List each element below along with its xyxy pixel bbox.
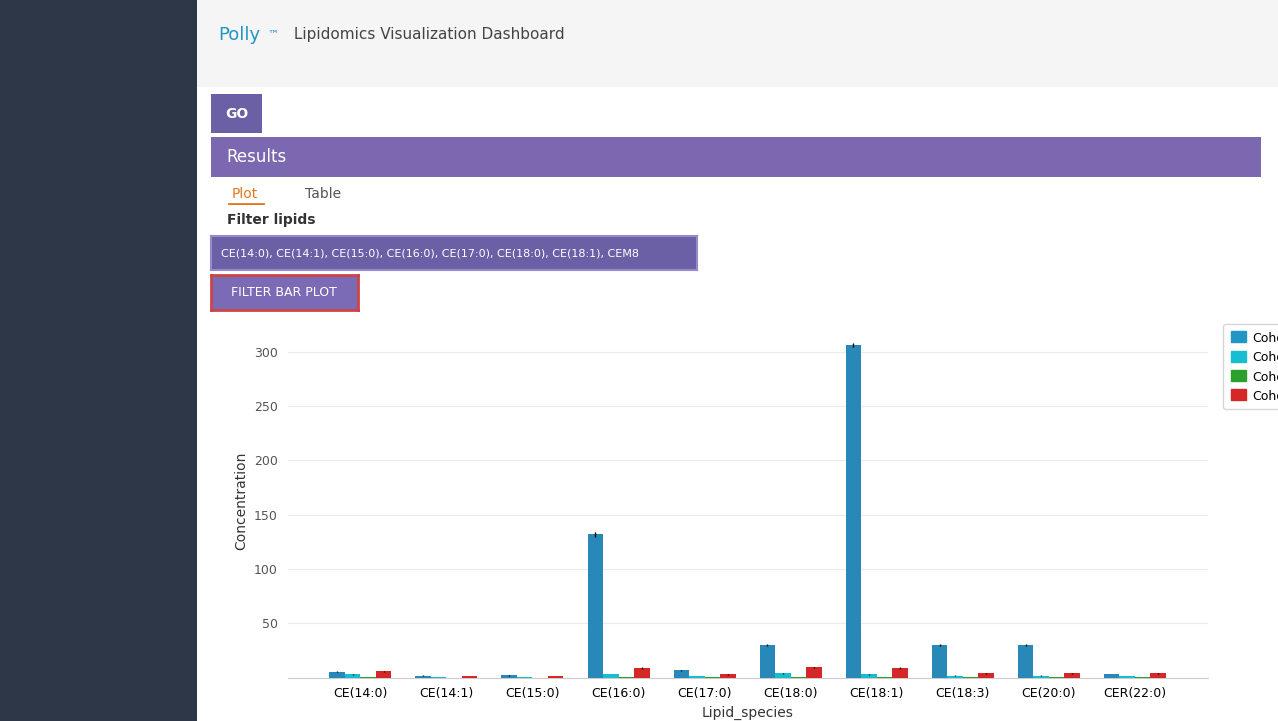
Bar xyxy=(892,668,907,678)
Bar xyxy=(1065,673,1080,678)
Bar xyxy=(846,345,861,678)
Bar xyxy=(634,668,649,678)
Bar xyxy=(947,676,962,678)
Bar xyxy=(776,673,791,678)
Text: Table: Table xyxy=(305,187,341,201)
Bar xyxy=(932,645,947,678)
Bar xyxy=(877,677,892,678)
Bar xyxy=(1104,674,1120,678)
Bar xyxy=(1017,645,1034,678)
Bar xyxy=(689,676,704,678)
Bar xyxy=(720,674,736,678)
Bar xyxy=(415,676,431,678)
Text: Polly: Polly xyxy=(219,26,261,43)
Bar xyxy=(603,674,619,678)
Bar xyxy=(330,672,345,678)
Bar xyxy=(518,677,533,678)
Bar xyxy=(806,668,822,678)
Bar xyxy=(1150,673,1166,678)
Bar xyxy=(978,673,994,678)
Bar xyxy=(345,674,360,678)
X-axis label: Lipid_species: Lipid_species xyxy=(702,706,794,720)
Text: GO: GO xyxy=(225,107,248,120)
Bar xyxy=(1034,676,1049,678)
Bar xyxy=(1120,676,1135,678)
Bar xyxy=(461,676,478,678)
Bar xyxy=(501,676,518,678)
Y-axis label: Concentration: Concentration xyxy=(234,452,248,550)
Legend: Cohort_1, Cohort_2, Cohort_3, Cohort_4: Cohort_1, Cohort_2, Cohort_3, Cohort_4 xyxy=(1223,324,1278,410)
Bar xyxy=(861,674,877,678)
Text: ™: ™ xyxy=(267,30,279,40)
Bar xyxy=(759,645,776,678)
Bar xyxy=(431,677,446,678)
Bar xyxy=(548,676,564,678)
Text: Plot: Plot xyxy=(231,187,258,201)
Bar xyxy=(791,677,806,678)
Bar xyxy=(674,670,689,678)
Text: CE(14:0), CE(14:1), CE(15:0), CE(16:0), CE(17:0), CE(18:0), CE(18:1), CEM8: CE(14:0), CE(14:1), CE(15:0), CE(16:0), … xyxy=(221,248,639,258)
Bar xyxy=(588,534,603,678)
Bar xyxy=(619,677,634,678)
Text: Results: Results xyxy=(226,148,286,166)
Bar xyxy=(376,671,391,678)
Text: FILTER BAR PLOT: FILTER BAR PLOT xyxy=(231,286,337,299)
Text: Lipidomics Visualization Dashboard: Lipidomics Visualization Dashboard xyxy=(289,27,565,42)
Text: Filter lipids: Filter lipids xyxy=(226,213,316,227)
